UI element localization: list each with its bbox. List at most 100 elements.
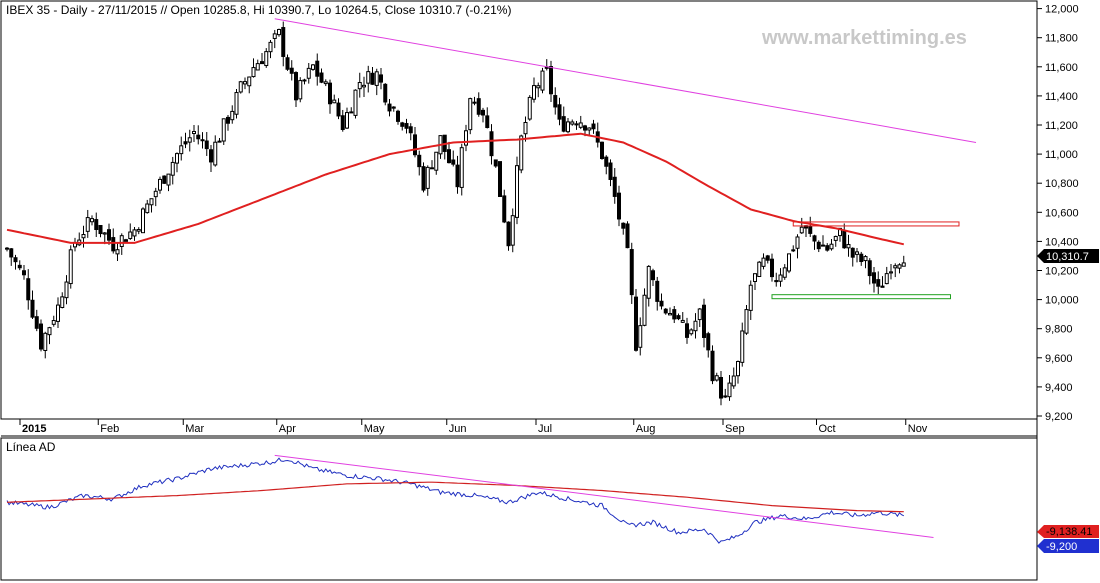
candle	[60, 292, 65, 309]
candle-body-down	[553, 95, 558, 108]
candle	[13, 254, 18, 270]
candle-body-down	[816, 241, 821, 250]
candle	[651, 268, 655, 286]
candle-body-down	[94, 219, 99, 230]
candle	[421, 162, 426, 193]
candle-body-up	[153, 190, 158, 198]
candle	[332, 94, 337, 104]
candle-body-up	[570, 121, 575, 125]
candle	[825, 243, 830, 252]
candle	[723, 388, 728, 399]
candle-body-down	[340, 115, 345, 130]
candle	[277, 28, 281, 37]
candle	[22, 265, 26, 280]
candle-body-down	[634, 296, 638, 351]
candle-body-up	[833, 235, 838, 241]
candle-body-up	[468, 98, 473, 131]
candle-body-up	[757, 261, 762, 278]
candle	[561, 106, 566, 133]
candle	[765, 254, 770, 264]
candle-body-down	[659, 300, 664, 307]
candle-body-down	[481, 109, 485, 116]
candle	[829, 238, 834, 251]
candle	[209, 144, 213, 173]
candle-body-up	[646, 265, 651, 299]
candle	[634, 288, 638, 352]
candle-body-up	[115, 249, 120, 255]
candle	[736, 360, 740, 384]
candle-body-down	[98, 225, 103, 235]
candle	[383, 83, 388, 106]
candle	[884, 266, 889, 285]
y-tick-label: 10,400	[1045, 236, 1079, 248]
candle	[459, 143, 464, 196]
candle-body-down	[706, 333, 711, 351]
candle-body-up	[374, 71, 379, 86]
candle-body-down	[34, 316, 39, 329]
y-tick-label: 11,000	[1045, 149, 1078, 161]
candle	[400, 121, 405, 131]
candle-body-down	[209, 149, 213, 163]
candle	[230, 105, 235, 124]
candle-body-up	[519, 135, 524, 171]
candle	[672, 305, 677, 324]
candle	[863, 255, 868, 269]
candle-body-down	[111, 237, 116, 252]
candle-body-up	[532, 85, 536, 100]
candle-body-up	[574, 123, 579, 126]
candle	[787, 253, 791, 274]
candle-body-down	[672, 309, 677, 320]
candle	[897, 263, 902, 274]
candle-body-up	[170, 161, 175, 176]
candle-body-down	[506, 221, 511, 247]
candle-body-up	[323, 81, 328, 85]
candle-body-up	[213, 141, 218, 166]
y-tick-label: 9,800	[1045, 324, 1073, 336]
x-tick-label: Jul	[538, 423, 552, 435]
candle-body-down	[842, 229, 847, 249]
candle	[740, 322, 745, 367]
candle	[770, 253, 774, 282]
y-tick-label: 9,200	[1045, 411, 1073, 423]
candle	[136, 227, 141, 235]
candle	[170, 156, 175, 185]
candle	[591, 119, 596, 134]
candle-body-up	[221, 118, 226, 142]
candle	[200, 132, 205, 149]
y-tick-label: 11,600	[1045, 62, 1078, 74]
candle-body-down	[850, 247, 855, 258]
candle	[306, 63, 311, 84]
candle	[247, 76, 252, 94]
candle	[795, 234, 800, 259]
candle	[387, 99, 392, 117]
candle-body-up	[425, 166, 430, 189]
candle	[850, 247, 855, 267]
candle	[187, 129, 192, 152]
candle	[557, 97, 562, 126]
ad-panel-title: Línea AD	[6, 440, 56, 454]
candle-body-down	[17, 264, 22, 269]
candle	[625, 221, 630, 249]
ad-plot	[6, 454, 934, 544]
candle-body-up	[846, 244, 851, 249]
candle	[221, 118, 226, 145]
candle	[68, 245, 73, 289]
candle	[876, 271, 881, 295]
candle-body-up	[60, 296, 65, 308]
candle-body-up	[234, 92, 239, 115]
candle	[243, 77, 247, 90]
candle-body-down	[289, 67, 294, 74]
candle-body-down	[498, 161, 502, 197]
candle-body-up	[464, 130, 468, 146]
candle-body-up	[345, 112, 349, 129]
y-tick-label: 10,800	[1045, 178, 1079, 190]
candle	[578, 115, 583, 130]
x-tick-label: 2015	[22, 423, 46, 435]
candle-body-up	[459, 147, 464, 188]
candle-body-down	[396, 110, 400, 122]
candle-body-up	[799, 226, 804, 234]
candle	[319, 68, 324, 84]
candle	[880, 276, 885, 288]
moving-average-line	[6, 132, 905, 246]
candle	[646, 265, 651, 307]
